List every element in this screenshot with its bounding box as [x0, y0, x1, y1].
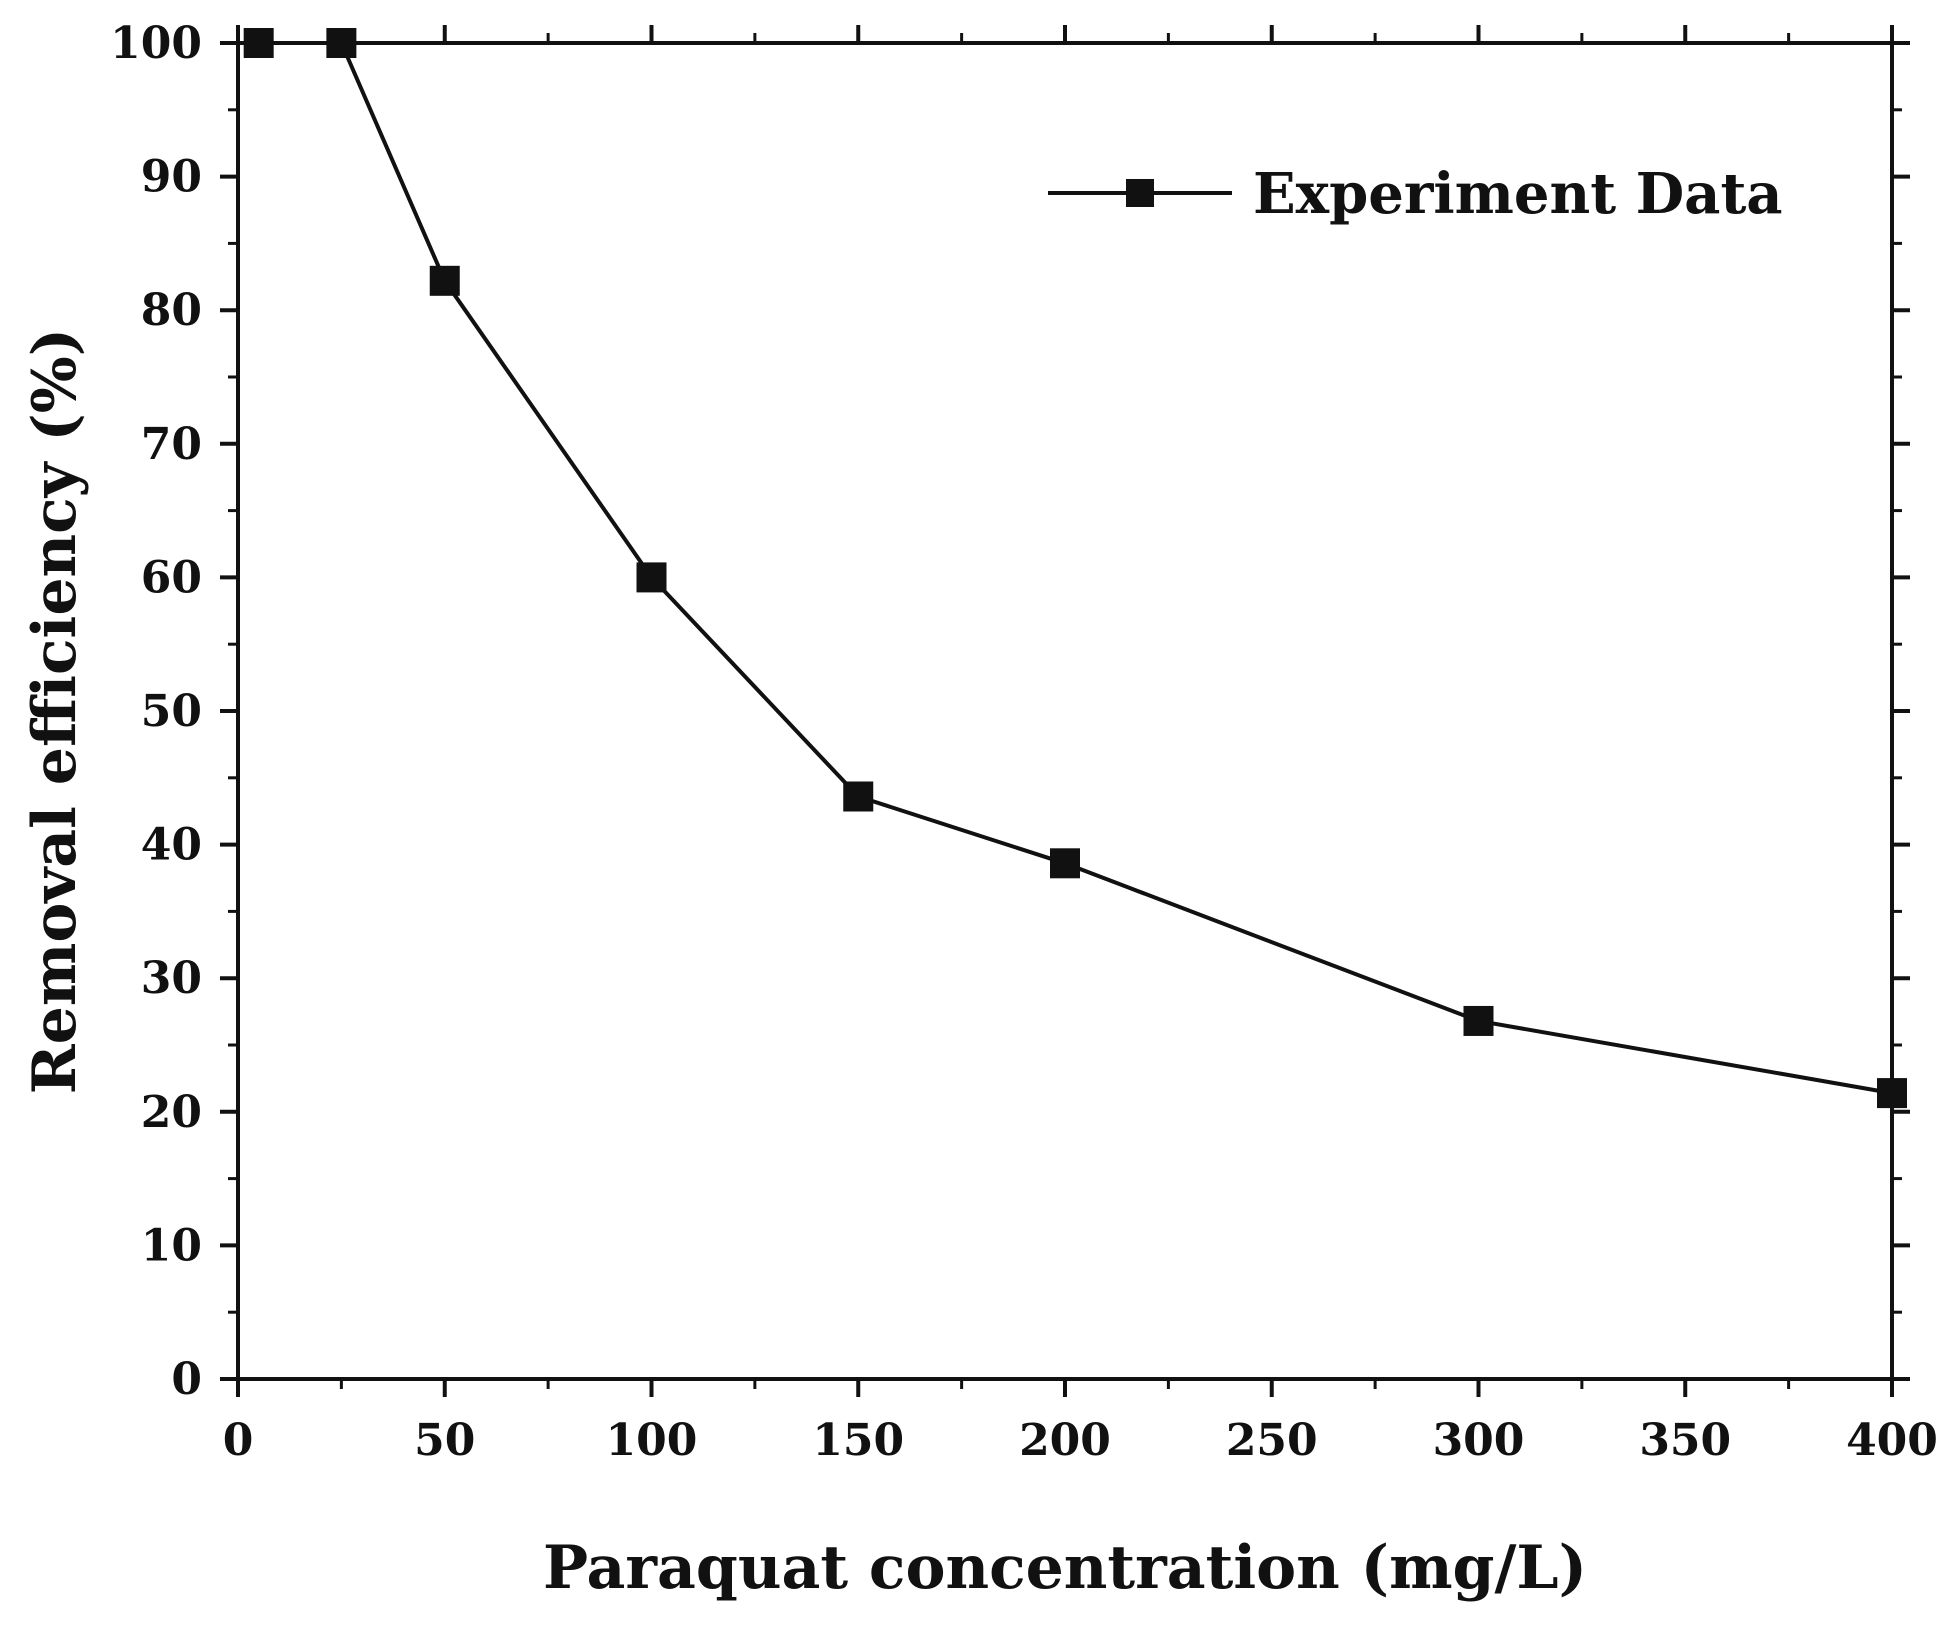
- x-tick-label: 250: [1226, 1415, 1318, 1466]
- x-tick-label: 150: [812, 1415, 904, 1466]
- y-tick-label: 60: [141, 552, 202, 603]
- data-point: [843, 781, 874, 812]
- y-axis-title: Removal efficiency (%): [20, 328, 90, 1094]
- y-tick-label: 10: [141, 1220, 202, 1271]
- x-tick-label: 50: [414, 1415, 475, 1466]
- y-tick-label: 30: [141, 953, 202, 1004]
- x-tick-label: 200: [1019, 1415, 1111, 1466]
- legend: Experiment Data: [1048, 161, 1783, 227]
- legend-label: Experiment Data: [1253, 161, 1783, 227]
- ticks-layer: 0 50 100 150 200 250 300 350 400 0 10 20 30 40 50 60 70 8…: [110, 18, 1936, 1466]
- data-point: [1050, 848, 1080, 879]
- legend-marker-square: [1126, 179, 1154, 207]
- y-tick-label: 40: [141, 820, 202, 871]
- x-tick-label: 300: [1433, 1415, 1525, 1466]
- plot-area-frame: [236, 41, 1894, 1381]
- x-tick-label: 100: [606, 1415, 698, 1466]
- y-tick-label: 90: [141, 152, 202, 203]
- y-tick-label: 20: [141, 1087, 202, 1138]
- data-point: [636, 562, 667, 593]
- y-tick-label: 100: [110, 18, 202, 69]
- x-tick-label: 400: [1846, 1415, 1936, 1466]
- x-axis-title: Paraquat concentration (mg/L): [543, 1533, 1587, 1603]
- data-point: [1463, 1005, 1494, 1036]
- x-tick-label: 0: [223, 1415, 254, 1466]
- x-tick-label: 350: [1639, 1415, 1731, 1466]
- y-tick-label: 80: [141, 285, 202, 336]
- y-tick-label: 50: [141, 686, 202, 737]
- series-line: [258, 41, 1893, 1096]
- y-tick-label: 70: [141, 419, 202, 470]
- y-tick-label: 0: [171, 1354, 202, 1405]
- data-point: [429, 265, 460, 296]
